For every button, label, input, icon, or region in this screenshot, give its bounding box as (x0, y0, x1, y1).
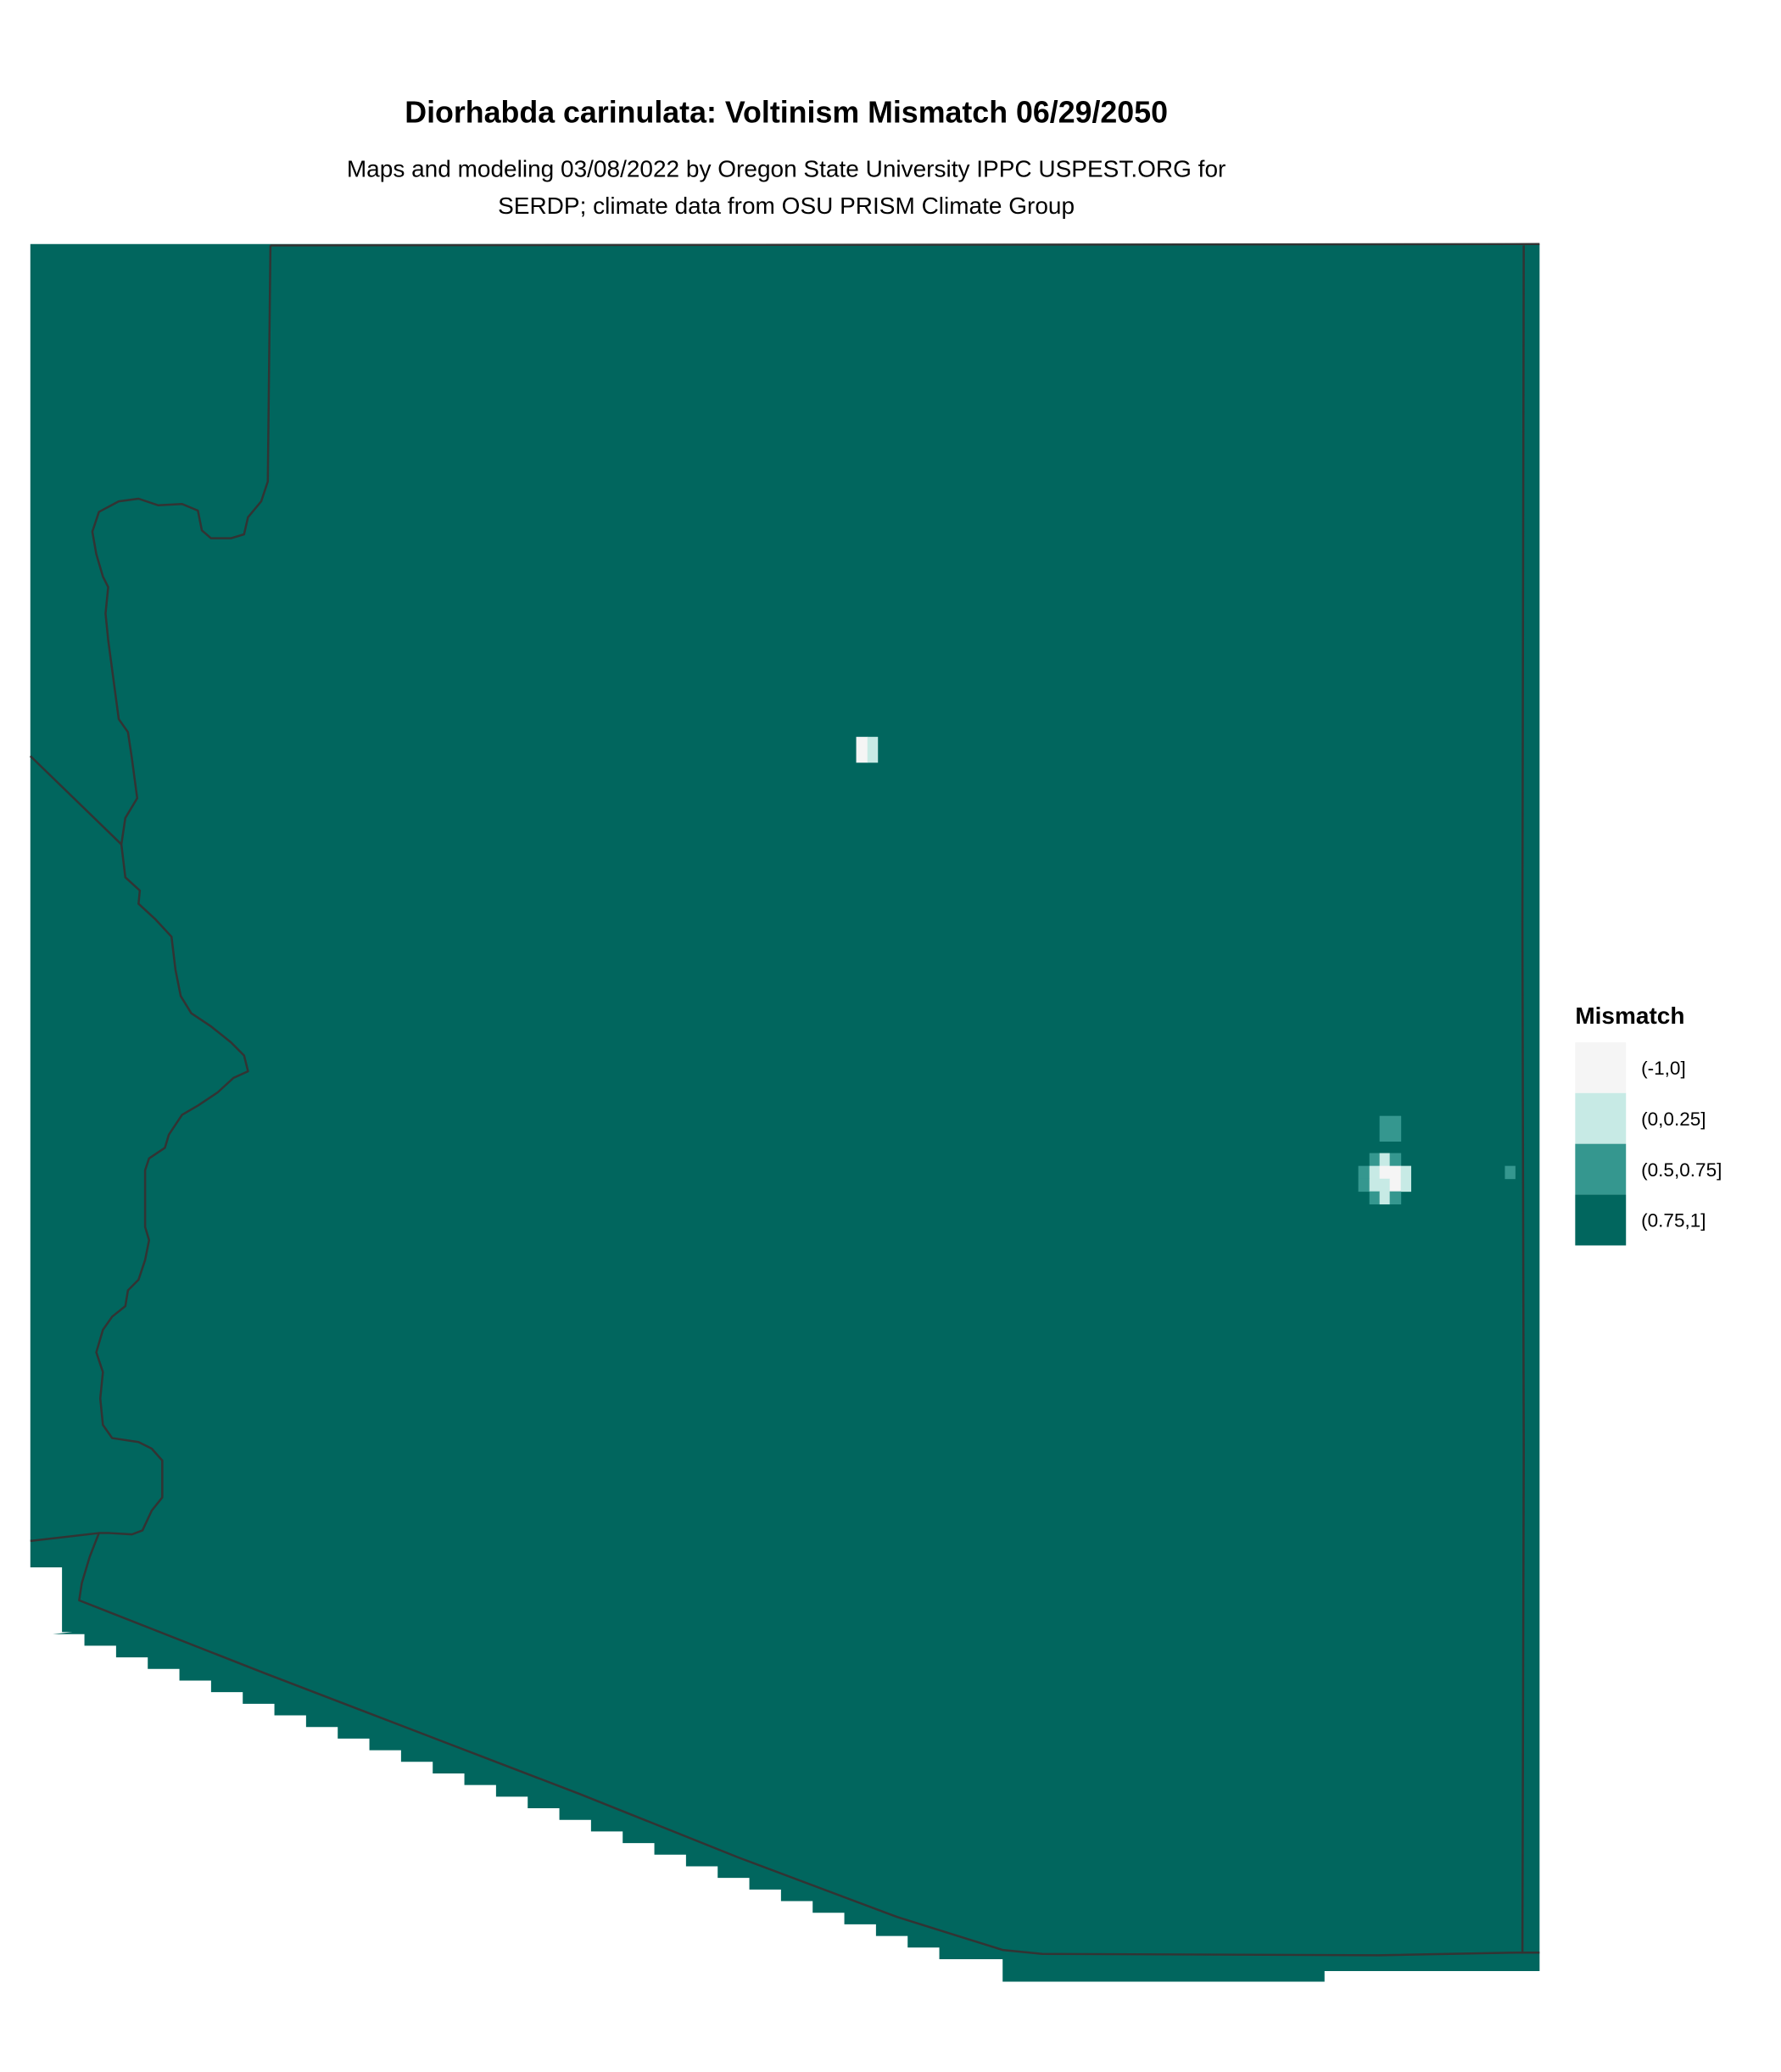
raster-cell (1379, 1153, 1391, 1167)
legend-swatch (1575, 1042, 1627, 1093)
legend-label: (0,0.25] (1641, 1109, 1706, 1130)
raster-cells (856, 736, 1516, 1205)
raster-cell (1379, 1165, 1402, 1180)
arizona-east-border (1521, 245, 1525, 1953)
legend-title: Mismatch (1575, 1002, 1684, 1029)
raster-cell (1379, 1191, 1391, 1205)
raster-cell (1389, 1178, 1402, 1192)
raster-cell (867, 736, 879, 763)
legend-label: (-1,0] (1641, 1058, 1686, 1079)
raster-cell (1369, 1165, 1381, 1180)
map-subtitle-line1: Maps and modeling 03/08/2022 by Oregon S… (347, 155, 1226, 182)
raster-cell (856, 736, 868, 763)
nevada-california-border (29, 755, 122, 846)
state-borders (29, 243, 1540, 1957)
raster-cell (1369, 1178, 1391, 1192)
raster-cell (1379, 1115, 1402, 1142)
legend-item: (0.75,1] (1575, 1194, 1706, 1246)
legend: Mismatch (-1,0] (0,0.25] (0.5,0.75] (0.75,1… (1575, 1002, 1722, 1246)
arizona-border (78, 245, 1540, 1957)
legend-item: (-1,0] (1575, 1042, 1686, 1093)
raster-cell (1400, 1178, 1411, 1192)
legend-label: (0.5,0.75] (1641, 1159, 1722, 1181)
raster-cell (1358, 1178, 1371, 1192)
raster-cell (1369, 1153, 1381, 1167)
raster-cell (1389, 1191, 1402, 1205)
legend-label: (0.75,1] (1641, 1210, 1706, 1231)
legend-item: (0,0.25] (1575, 1092, 1706, 1144)
map-subtitle-line2: SERDP; climate data from OSU PRISM Clima… (498, 193, 1075, 219)
raster-cell (1505, 1165, 1516, 1180)
legend-swatch (1575, 1143, 1627, 1195)
north-border (270, 243, 1540, 247)
legend-item: (0.5,0.75] (1575, 1143, 1722, 1195)
map-title: Diorhabda carinulata: Voltinism Mismatch… (405, 96, 1168, 130)
california-mexico-border (30, 1532, 99, 1543)
legend-swatch (1575, 1092, 1627, 1144)
mismatch-raster (30, 243, 1540, 1982)
raster-cell (1389, 1153, 1402, 1167)
raster-cell (1358, 1165, 1371, 1180)
legend-swatch (1575, 1194, 1627, 1246)
raster-cell (1369, 1191, 1381, 1205)
raster-cell (1400, 1165, 1411, 1180)
